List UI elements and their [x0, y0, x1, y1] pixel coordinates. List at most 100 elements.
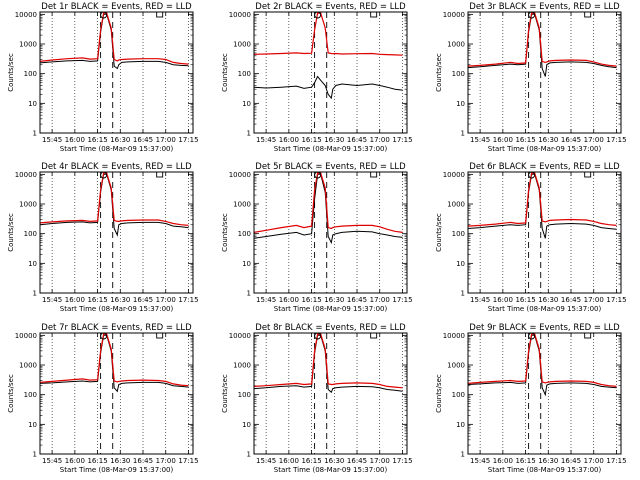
panel-title: Det 9r BLACK = Events, RED = LLD — [469, 323, 620, 333]
x-tick-label: 17:00 — [584, 296, 604, 304]
x-tick-label: 16:45 — [133, 136, 153, 144]
x-axis-label: Start Time (08-Mar-09 15:37:00) — [274, 305, 388, 313]
x-tick-label: 17:15 — [606, 136, 626, 144]
x-tick-label: 17:15 — [392, 136, 412, 144]
y-tick-label: 1000 — [19, 362, 37, 370]
y-tick-label: 1 — [33, 130, 37, 138]
y-tick-label: 10000 — [15, 11, 37, 19]
y-tick-label: 100 — [238, 70, 251, 78]
y-axis-label: Counts/sec — [221, 53, 229, 92]
x-tick-label: 16:00 — [279, 457, 299, 465]
y-tick-label: 1000 — [233, 41, 251, 49]
panel-title: Det 7r BLACK = Events, RED = LLD — [41, 323, 192, 333]
x-tick-label: 16:15 — [87, 136, 107, 144]
y-tick-label: 10000 — [229, 171, 251, 179]
x-tick-label: 16:00 — [65, 296, 85, 304]
x-tick-label: 15:45 — [470, 296, 490, 304]
y-tick-label: 10000 — [443, 332, 465, 340]
x-axis-label: Start Time (08-Mar-09 15:37:00) — [488, 466, 602, 474]
y-tick-label: 100 — [452, 391, 465, 399]
y-tick-label: 10 — [456, 100, 465, 108]
series-line-black — [254, 334, 403, 394]
y-tick-label: 1000 — [447, 41, 465, 49]
x-tick-label: 16:00 — [65, 457, 85, 465]
plot-frame — [39, 171, 194, 294]
series-line-red — [254, 172, 403, 233]
y-tick-label: 1 — [247, 130, 251, 138]
top-square-marker — [584, 11, 592, 18]
x-tick-label: 17:00 — [584, 136, 604, 144]
x-tick-label: 17:00 — [370, 457, 390, 465]
panel-title: Det 6r BLACK = Events, RED = LLD — [469, 162, 620, 172]
series-line-black — [254, 75, 403, 100]
x-tick-label: 16:45 — [347, 136, 367, 144]
y-axis-label: Counts/sec — [221, 213, 229, 252]
plot-frame — [253, 11, 408, 134]
panel-title: Det 4r BLACK = Events, RED = LLD — [41, 162, 192, 172]
series-line-black — [40, 173, 189, 237]
y-tick-label: 100 — [24, 391, 37, 399]
y-tick-label: 1 — [461, 130, 465, 138]
x-axis-label: Start Time (08-Mar-09 15:37:00) — [488, 305, 602, 313]
x-tick-label: 16:30 — [324, 136, 344, 144]
x-tick-label: 17:15 — [178, 136, 198, 144]
x-axis-label: Start Time (08-Mar-09 15:37:00) — [274, 466, 388, 474]
plot-frame — [253, 171, 408, 294]
series-line-red — [254, 333, 403, 389]
x-tick-label: 17:00 — [156, 296, 176, 304]
x-tick-label: 16:00 — [493, 457, 513, 465]
y-tick-label: 10 — [28, 100, 37, 108]
x-tick-label: 16:00 — [279, 296, 299, 304]
panel-title: Det 2r BLACK = Events, RED = LLD — [255, 2, 406, 12]
x-tick-label: 17:15 — [392, 296, 412, 304]
panel-title: Det 3r BLACK = Events, RED = LLD — [469, 2, 620, 12]
series-line-red — [40, 333, 189, 387]
x-tick-label: 17:00 — [156, 457, 176, 465]
x-tick-label: 16:45 — [561, 457, 581, 465]
x-tick-label: 16:45 — [347, 296, 367, 304]
y-tick-label: 1 — [461, 451, 465, 459]
y-tick-label: 10 — [242, 260, 251, 268]
x-tick-label: 16:00 — [65, 136, 85, 144]
x-tick-label: 15:45 — [256, 457, 276, 465]
y-axis-label: Counts/sec — [221, 374, 229, 413]
y-tick-label: 1 — [247, 451, 251, 459]
y-axis-label: Counts/sec — [435, 53, 443, 92]
x-tick-label: 15:45 — [256, 296, 276, 304]
y-tick-label: 10 — [28, 421, 37, 429]
series-line-red — [40, 172, 189, 226]
y-tick-label: 1 — [247, 290, 251, 298]
x-tick-label: 17:00 — [370, 296, 390, 304]
x-tick-label: 17:00 — [370, 136, 390, 144]
y-tick-label: 10000 — [443, 171, 465, 179]
x-tick-label: 16:45 — [133, 457, 153, 465]
x-tick-label: 16:30 — [324, 296, 344, 304]
x-axis-label: Start Time (08-Mar-09 15:37:00) — [60, 466, 174, 474]
y-tick-label: 100 — [24, 70, 37, 78]
x-tick-label: 16:15 — [515, 136, 535, 144]
y-tick-label: 1 — [461, 290, 465, 298]
series-line-black — [40, 334, 189, 393]
y-axis-label: Counts/sec — [7, 213, 15, 252]
y-tick-label: 100 — [452, 70, 465, 78]
x-tick-label: 16:30 — [324, 457, 344, 465]
panel-title: Det 5r BLACK = Events, RED = LLD — [255, 162, 406, 172]
x-tick-label: 16:15 — [301, 136, 321, 144]
x-tick-label: 17:15 — [392, 457, 412, 465]
x-tick-label: 15:45 — [470, 457, 490, 465]
plot-frame — [467, 11, 622, 134]
y-tick-label: 10 — [28, 260, 37, 268]
y-axis-label: Counts/sec — [435, 374, 443, 413]
x-tick-label: 17:15 — [178, 296, 198, 304]
series-line-red — [468, 333, 617, 387]
plot-frame — [467, 171, 622, 294]
series-line-red — [468, 12, 617, 67]
x-tick-label: 15:45 — [42, 296, 62, 304]
y-tick-label: 100 — [238, 230, 251, 238]
x-tick-label: 16:45 — [347, 457, 367, 465]
x-tick-label: 17:15 — [606, 296, 626, 304]
